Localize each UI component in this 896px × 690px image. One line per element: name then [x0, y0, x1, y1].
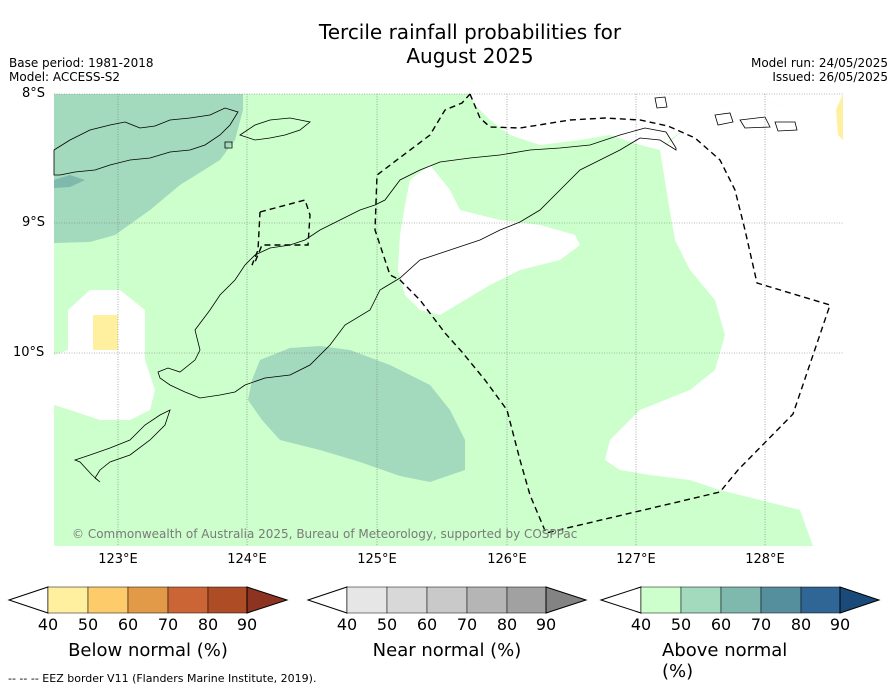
- right-metadata: Model run: 24/05/2025 Issued: 26/05/2025: [751, 56, 888, 84]
- above-tick-50: 50: [670, 615, 692, 634]
- copyright-notice: © Commonwealth of Australia 2025, Bureau…: [72, 527, 578, 541]
- above-tick-60: 60: [710, 615, 732, 634]
- north-islands: [654, 96, 668, 109]
- timor-island: [157, 127, 677, 399]
- leti-islands: [714, 112, 798, 132]
- model-run: Model run: 24/05/2025: [750, 56, 888, 70]
- below-normal-patch-west: [93, 315, 118, 350]
- lat-label-9s: 9°S: [22, 215, 46, 230]
- lon-label-127e: 127°E: [616, 552, 656, 567]
- alor-pantar-islands: [53, 107, 239, 176]
- above-normal-50-north: [54, 94, 243, 243]
- below-normal-label: Below normal (%): [68, 640, 228, 661]
- lon-label-123e: 123°E: [98, 552, 138, 567]
- white-region-west: [54, 290, 155, 420]
- white-region-east: [605, 100, 843, 546]
- near-tick-50: 50: [376, 615, 398, 634]
- lon-label-124e: 124°E: [227, 552, 267, 567]
- eez-border: [251, 93, 831, 534]
- below-tick-90: 90: [236, 615, 258, 634]
- coastlines: [53, 96, 798, 483]
- colorbar-above-normal: [599, 586, 881, 614]
- issued-date: Issued: 26/05/2025: [772, 70, 888, 84]
- base-period: Base period: 1981-2018: [9, 56, 154, 70]
- above-tick-70: 70: [750, 615, 772, 634]
- title-line-2: August 2025: [406, 44, 534, 68]
- lat-label-8s: 8°S: [22, 86, 46, 101]
- near-tick-70: 70: [456, 615, 478, 634]
- colorbar-near-normal: [306, 586, 588, 614]
- above-tick-90: 90: [829, 615, 851, 634]
- below-tick-60: 60: [117, 615, 139, 634]
- white-region-center: [398, 165, 580, 315]
- lon-label-125e: 125°E: [357, 552, 397, 567]
- above-normal-60-north: [54, 175, 85, 188]
- near-tick-90: 90: [535, 615, 557, 634]
- lon-label-128e: 128°E: [745, 552, 785, 567]
- rote-island: [73, 409, 171, 483]
- above-normal-label: Above normal (%): [662, 640, 788, 682]
- lat-label-10s: 10°S: [13, 345, 45, 360]
- colorbar-below-normal: [7, 586, 289, 614]
- near-normal-label: Near normal (%): [372, 640, 522, 661]
- wetar-island: [239, 117, 311, 141]
- map-area: [53, 93, 843, 546]
- lon-label-126e: 126°E: [487, 552, 527, 567]
- graticule: [54, 93, 843, 546]
- near-tick-60: 60: [416, 615, 438, 634]
- near-tick-80: 80: [496, 615, 518, 634]
- above-normal-50-south: [248, 346, 465, 482]
- near-tick-40: 40: [336, 615, 358, 634]
- eez-footnote: -- -- -- EEZ border V11 (Flanders Marine…: [8, 672, 317, 685]
- below-tick-70: 70: [157, 615, 179, 634]
- kisar-island: [224, 141, 233, 149]
- model-name: Model: ACCESS-S2: [9, 70, 121, 84]
- above-tick-80: 80: [790, 615, 812, 634]
- below-tick-40: 40: [37, 615, 59, 634]
- white-region-north: [470, 94, 843, 150]
- below-normal-patch-east: [836, 94, 843, 140]
- below-tick-80: 80: [197, 615, 219, 634]
- map-title: Tercile rainfall probabilities for Augus…: [0, 20, 896, 68]
- below-tick-50: 50: [77, 615, 99, 634]
- title-line-1: Tercile rainfall probabilities for: [318, 20, 622, 44]
- above-tick-40: 40: [630, 615, 652, 634]
- left-metadata: Base period: 1981-2018 Model: ACCESS-S2: [9, 56, 154, 84]
